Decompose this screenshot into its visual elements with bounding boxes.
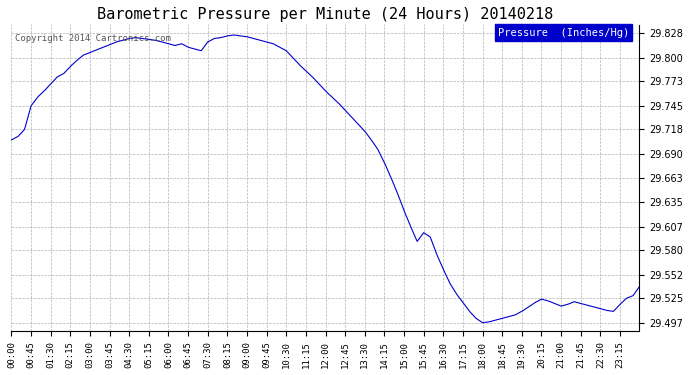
- Text: Pressure  (Inches/Hg): Pressure (Inches/Hg): [498, 28, 629, 38]
- Title: Barometric Pressure per Minute (24 Hours) 20140218: Barometric Pressure per Minute (24 Hours…: [97, 7, 553, 22]
- Text: Copyright 2014 Cartronics.com: Copyright 2014 Cartronics.com: [14, 34, 170, 43]
